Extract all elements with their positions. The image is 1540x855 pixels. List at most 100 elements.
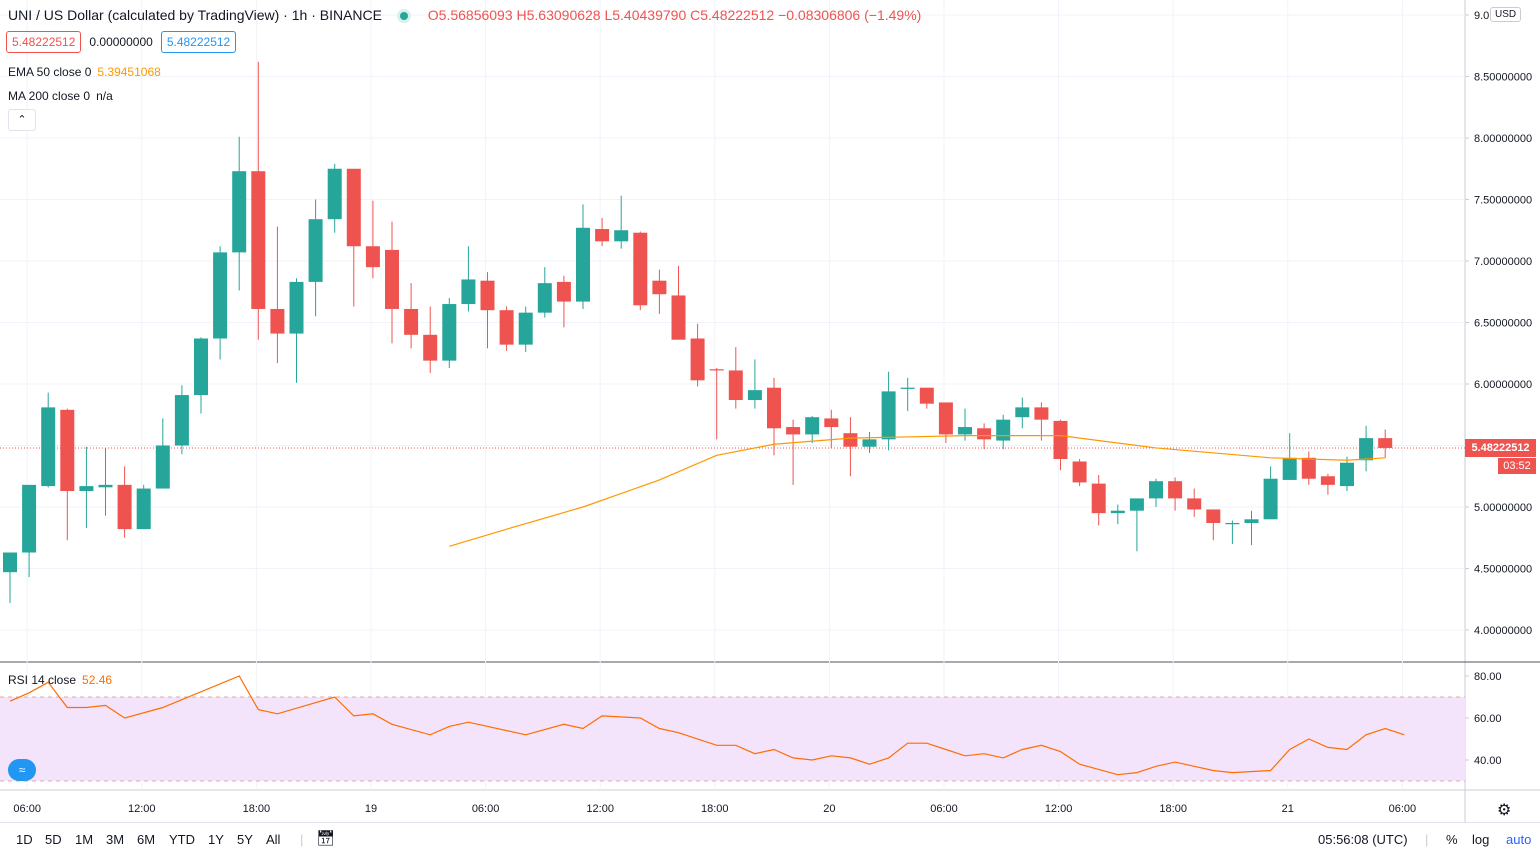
candle[interactable] [652,269,667,314]
candle[interactable] [728,347,743,409]
candle[interactable] [98,447,113,516]
candle[interactable] [442,297,457,369]
ema-legend[interactable]: EMA 50 close 0 5.39451068 [8,65,161,79]
candle[interactable] [556,275,571,328]
candle[interactable] [900,377,915,412]
candle[interactable] [614,195,629,249]
currency-badge[interactable]: USD [1490,7,1522,22]
candle[interactable] [60,408,75,541]
range-5d[interactable]: 5D [45,832,62,847]
candle[interactable] [1244,510,1259,546]
buy-price-pill[interactable]: 5.48222512 [160,31,237,53]
candle[interactable] [1187,488,1202,517]
candle[interactable] [1053,419,1068,471]
candle[interactable] [1091,475,1106,526]
candle[interactable] [595,217,610,247]
candle[interactable] [41,392,56,488]
candle[interactable] [404,283,419,349]
candle[interactable] [977,423,992,450]
candle[interactable] [938,402,953,444]
candle[interactable] [1072,459,1087,487]
candle[interactable] [1225,520,1240,544]
candle[interactable] [576,204,590,309]
collapse-legend-button[interactable]: ⌃ [8,109,36,131]
candle[interactable] [22,484,37,578]
sell-price-pill[interactable]: 5.48222512 [6,31,82,53]
candle[interactable] [1340,456,1354,492]
candle[interactable] [499,306,514,351]
candle[interactable] [194,337,208,414]
candle[interactable] [862,431,877,453]
candle[interactable] [423,306,438,373]
range-6m[interactable]: 6M [137,832,156,847]
candle[interactable] [1110,504,1125,525]
range-all[interactable]: All [266,832,281,847]
candle-body [1340,462,1354,487]
candle[interactable] [308,199,323,317]
candle[interactable] [671,265,686,340]
candle[interactable] [1015,397,1030,429]
candle[interactable] [232,136,247,291]
range-ytd[interactable]: YTD [169,832,195,847]
candle-body [843,433,858,447]
candle[interactable] [251,61,266,340]
candle[interactable] [1034,402,1049,441]
ma-legend[interactable]: MA 200 close 0 n/a [8,89,113,103]
candle[interactable] [709,368,724,440]
candle[interactable] [767,377,781,456]
candle[interactable] [1301,451,1316,485]
range-1m[interactable]: 1M [75,832,94,847]
tradingview-logo-icon[interactable]: ≈ [8,759,36,781]
chart-canvas[interactable]: 9.0 8.50000000 8.00000000 7.50000000 7.00000… [0,0,1540,822]
candle[interactable] [385,221,399,344]
candle[interactable] [79,446,94,528]
candle[interactable] [136,484,151,530]
candle[interactable] [1359,425,1374,472]
candle[interactable] [480,272,495,349]
log-toggle[interactable]: log [1472,832,1490,847]
calendar-icon[interactable]: 📅︎ [316,830,336,847]
candle[interactable] [537,267,552,318]
candle[interactable] [633,231,648,311]
candle[interactable] [1320,473,1335,495]
candle[interactable] [3,552,17,603]
candle[interactable] [346,168,361,307]
candle[interactable] [518,306,533,353]
candle[interactable] [919,387,934,409]
time-tick-label: 18:00 [1159,803,1187,815]
candle[interactable] [1263,466,1278,520]
candle[interactable] [1378,429,1393,458]
candle[interactable] [365,200,380,279]
percent-toggle[interactable]: % [1446,832,1458,847]
candle-body [1301,457,1316,479]
candle[interactable] [805,415,820,444]
candle[interactable] [213,246,228,360]
candle[interactable] [1206,509,1221,541]
candle[interactable] [1149,478,1163,507]
gear-icon[interactable]: ⚙ [1497,802,1512,819]
candle[interactable] [824,409,839,448]
candle[interactable] [289,278,304,383]
symbol-title[interactable]: UNI / US Dollar (calculated by TradingVi… [8,7,382,23]
range-1y[interactable]: 1Y [208,832,224,847]
utc-clock[interactable]: 05:56:08 (UTC) [1318,832,1408,847]
candle[interactable] [1129,498,1144,552]
rsi-legend[interactable]: RSI 14 close 52.46 [8,673,112,687]
auto-scale-toggle[interactable]: auto [1506,832,1532,847]
candle[interactable] [1168,477,1183,511]
candle[interactable] [690,323,705,387]
candle[interactable] [117,466,132,538]
range-3m[interactable]: 3M [106,832,125,847]
range-5y[interactable]: 5Y [237,832,253,847]
candle[interactable] [786,419,801,485]
candle[interactable] [1282,433,1297,480]
candle[interactable] [327,163,342,233]
candle[interactable] [747,359,762,409]
candle[interactable] [174,385,189,455]
candle[interactable] [996,414,1011,450]
candle[interactable] [843,417,858,477]
candle[interactable] [155,418,170,489]
range-1d[interactable]: 1D [16,832,33,847]
candle[interactable] [270,226,285,364]
candle[interactable] [461,246,476,312]
